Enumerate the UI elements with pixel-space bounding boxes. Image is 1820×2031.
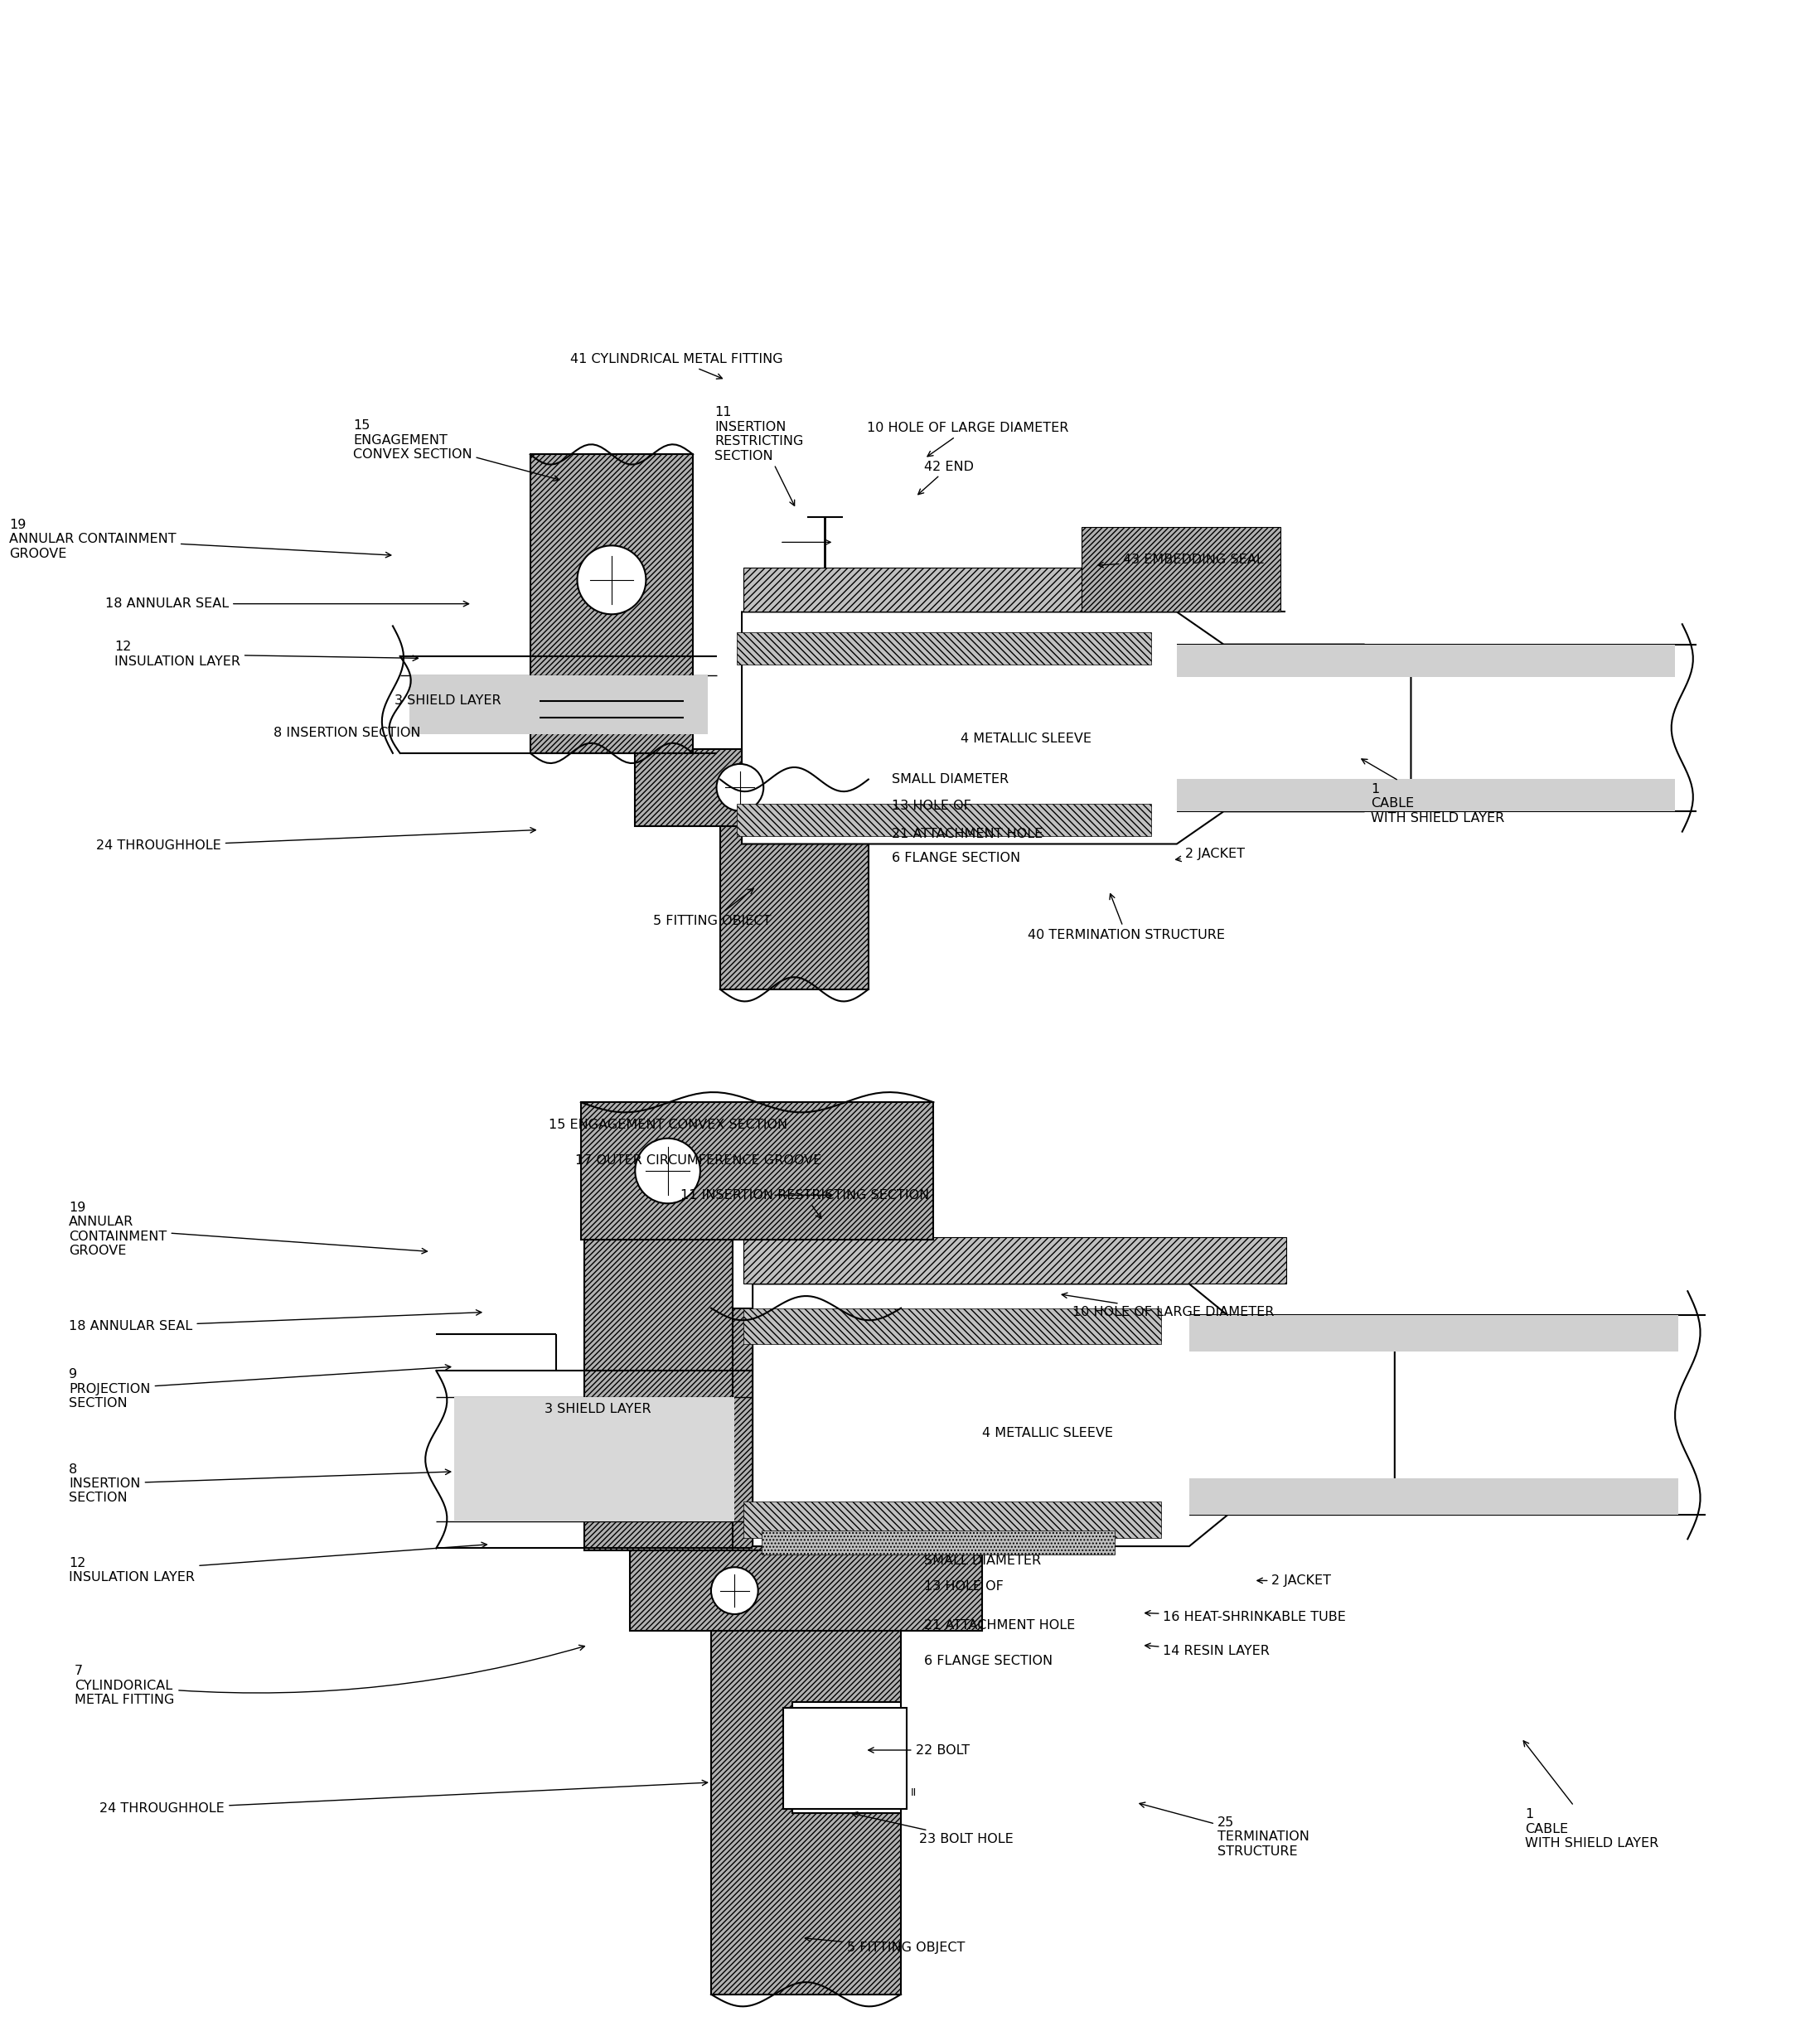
Bar: [1188, 1479, 1678, 1515]
Text: 11
INSERTION
RESTRICTING
SECTION: 11 INSERTION RESTRICTING SECTION: [715, 406, 804, 506]
Bar: [792, 1702, 901, 1814]
Text: 17 OUTER CIRCUMFERENCE GROOVE: 17 OUTER CIRCUMFERENCE GROOVE: [575, 1154, 823, 1168]
Text: 40 TERMINATION STRUCTURE: 40 TERMINATION STRUCTURE: [1028, 894, 1225, 940]
Bar: [1188, 1316, 1678, 1353]
Bar: [1178, 780, 1674, 812]
Bar: [584, 1107, 733, 1550]
Text: 15
ENGAGEMENT
CONVEX SECTION: 15 ENGAGEMENT CONVEX SECTION: [353, 420, 559, 481]
Bar: [737, 804, 1152, 837]
Text: 2 JACKET: 2 JACKET: [1176, 847, 1245, 861]
Bar: [581, 1103, 934, 1239]
Bar: [712, 1308, 901, 1994]
Text: 13 HOLE OF: 13 HOLE OF: [892, 800, 972, 812]
Text: 11 INSERTION RESTRICTING SECTION: 11 INSERTION RESTRICTING SECTION: [681, 1188, 930, 1219]
Text: 1
CABLE
WITH SHIELD LAYER: 1 CABLE WITH SHIELD LAYER: [1523, 1741, 1658, 1850]
Text: 19
ANNULAR CONTAINMENT
GROOVE: 19 ANNULAR CONTAINMENT GROOVE: [9, 518, 391, 561]
Text: 15 ENGAGEMENT CONVEX SECTION: 15 ENGAGEMENT CONVEX SECTION: [548, 1119, 786, 1131]
Bar: [783, 1708, 906, 1810]
Text: 5 FITTING OBJECT: 5 FITTING OBJECT: [804, 1936, 965, 1954]
Bar: [744, 1501, 1161, 1537]
Text: 42 END: 42 END: [917, 461, 974, 494]
Text: 10 HOLE OF LARGE DIAMETER: 10 HOLE OF LARGE DIAMETER: [1061, 1294, 1274, 1318]
Text: 21 ATTACHMENT HOLE: 21 ATTACHMENT HOLE: [892, 829, 1043, 841]
Bar: [763, 1529, 1116, 1554]
Bar: [455, 1397, 735, 1521]
Circle shape: [717, 764, 764, 810]
Text: 4 METALLIC SLEEVE: 4 METALLIC SLEEVE: [961, 733, 1092, 745]
Text: 3 SHIELD LAYER: 3 SHIELD LAYER: [395, 695, 501, 707]
Bar: [737, 632, 1152, 664]
Text: 12
INSULATION LAYER: 12 INSULATION LAYER: [115, 642, 419, 668]
Polygon shape: [743, 611, 1410, 845]
Bar: [721, 780, 868, 989]
Text: 41 CYLINDRICAL METAL FITTING: 41 CYLINDRICAL METAL FITTING: [570, 353, 783, 380]
Text: 19
ANNULAR
CONTAINMENT
GROOVE: 19 ANNULAR CONTAINMENT GROOVE: [69, 1202, 428, 1257]
Text: 18 ANNULAR SEAL: 18 ANNULAR SEAL: [106, 597, 470, 609]
Text: 13 HOLE OF: 13 HOLE OF: [925, 1580, 1005, 1592]
Text: 3 SHIELD LAYER: 3 SHIELD LAYER: [544, 1403, 652, 1416]
Bar: [410, 676, 708, 733]
Text: 14 RESIN LAYER: 14 RESIN LAYER: [1145, 1643, 1270, 1657]
Text: 5 FITTING OBJECT: 5 FITTING OBJECT: [653, 888, 772, 926]
Bar: [1178, 644, 1674, 676]
Text: 43 EMBEDDING SEAL: 43 EMBEDDING SEAL: [1097, 552, 1263, 567]
Circle shape: [635, 1137, 701, 1204]
Text: SMALL DIAMETER: SMALL DIAMETER: [925, 1554, 1041, 1566]
Bar: [630, 1550, 983, 1631]
Bar: [1081, 528, 1281, 611]
Text: II: II: [910, 1787, 917, 1797]
Text: 8
INSERTION
SECTION: 8 INSERTION SECTION: [69, 1462, 451, 1505]
Text: 22 BOLT: 22 BOLT: [868, 1745, 970, 1757]
Text: 24 THROUGHHOLE: 24 THROUGHHOLE: [96, 827, 535, 853]
Text: SMALL DIAMETER: SMALL DIAMETER: [892, 774, 1008, 786]
Text: 24 THROUGHHOLE: 24 THROUGHHOLE: [100, 1781, 708, 1816]
Text: 12
INSULATION LAYER: 12 INSULATION LAYER: [69, 1542, 488, 1584]
Text: 6 FLANGE SECTION: 6 FLANGE SECTION: [892, 851, 1021, 865]
Text: 4 METALLIC SLEEVE: 4 METALLIC SLEEVE: [983, 1428, 1114, 1440]
Polygon shape: [753, 1284, 1394, 1546]
Circle shape: [712, 1568, 759, 1615]
Text: 16 HEAT-SHRINKABLE TUBE: 16 HEAT-SHRINKABLE TUBE: [1145, 1611, 1347, 1623]
Bar: [744, 1308, 1161, 1345]
Text: 2 JACKET: 2 JACKET: [1258, 1574, 1332, 1586]
Text: 1
CABLE
WITH SHIELD LAYER: 1 CABLE WITH SHIELD LAYER: [1361, 760, 1505, 825]
Bar: [635, 749, 997, 827]
Text: 7
CYLINDORICAL
METAL FITTING: 7 CYLINDORICAL METAL FITTING: [75, 1645, 584, 1706]
Text: 21 ATTACHMENT HOLE: 21 ATTACHMENT HOLE: [925, 1619, 1076, 1631]
Bar: [744, 567, 1278, 611]
Text: 6 FLANGE SECTION: 6 FLANGE SECTION: [925, 1655, 1054, 1667]
Bar: [744, 1237, 1287, 1284]
Text: 25
TERMINATION
STRUCTURE: 25 TERMINATION STRUCTURE: [1139, 1801, 1309, 1858]
Text: 9
PROJECTION
SECTION: 9 PROJECTION SECTION: [69, 1365, 451, 1410]
Circle shape: [815, 1726, 877, 1787]
Text: 18 ANNULAR SEAL: 18 ANNULAR SEAL: [69, 1310, 482, 1332]
Text: 10 HOLE OF LARGE DIAMETER: 10 HOLE OF LARGE DIAMETER: [866, 422, 1068, 457]
Bar: [530, 455, 693, 754]
Text: 8 INSERTION SECTION: 8 INSERTION SECTION: [273, 727, 420, 739]
Text: 23 BOLT HOLE: 23 BOLT HOLE: [852, 1812, 1014, 1844]
Circle shape: [577, 546, 646, 613]
